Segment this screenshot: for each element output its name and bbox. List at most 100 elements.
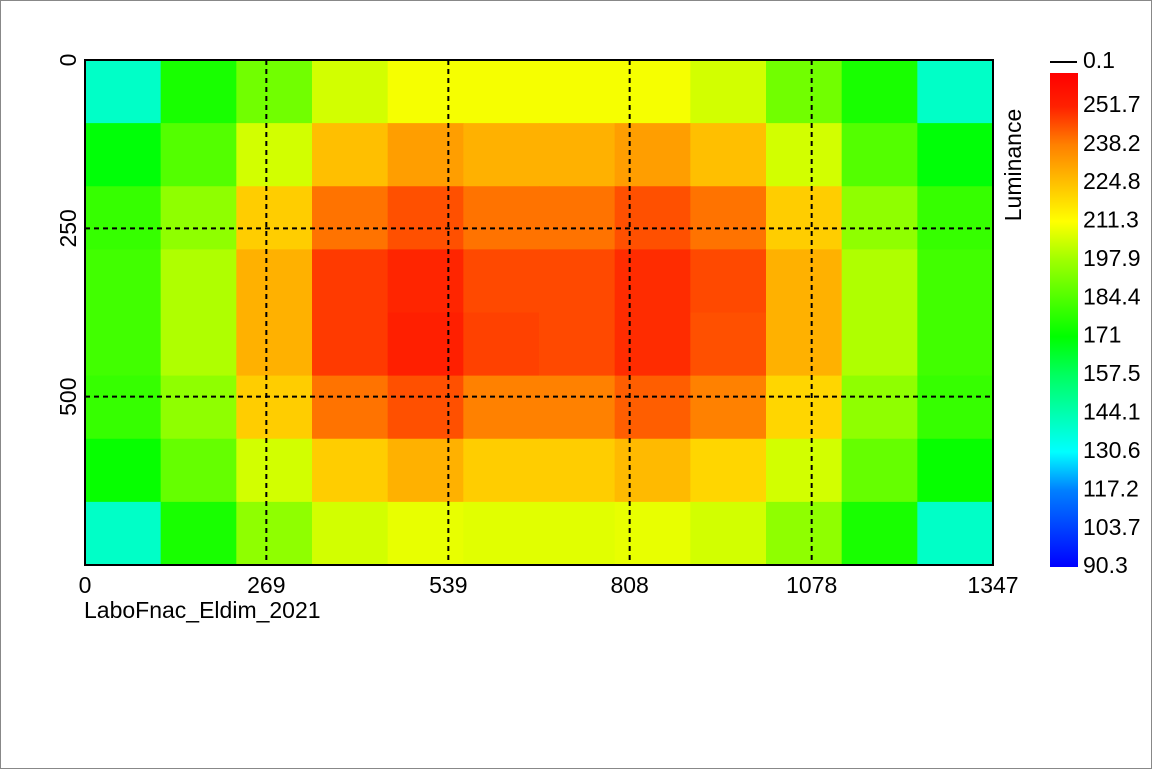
colorbar-tick-label: 211.3 [1083, 207, 1139, 233]
heatmap-cell [917, 123, 994, 187]
heatmap-cell [539, 249, 616, 313]
colorbar-tick-label: 157.5 [1083, 360, 1141, 386]
heatmap-cell [463, 249, 540, 313]
heatmap-cell [614, 438, 691, 503]
heatmap-cell [387, 375, 464, 440]
colorbar [1050, 73, 1078, 567]
heatmap-cell [160, 501, 237, 566]
heatmap-cell [690, 438, 767, 503]
colorbar-tick-label: 184.4 [1083, 283, 1141, 309]
colorbar-tick-label: 197.9 [1083, 245, 1141, 271]
heatmap-cell [463, 375, 540, 440]
x-tick-label: 0 [79, 572, 92, 598]
heatmap-cell [841, 375, 918, 440]
heatmap-cell [85, 186, 162, 250]
heatmap-cell [160, 249, 237, 313]
heatmap-cell [387, 186, 464, 250]
heatmap-cell [690, 123, 767, 187]
heatmap-cell [917, 249, 994, 313]
heatmap-cell [539, 375, 616, 440]
colorbar-tick-label: 130.6 [1083, 437, 1141, 463]
heatmap-cell [85, 60, 162, 124]
heatmap-cell [841, 60, 918, 124]
heatmap-cell [160, 312, 237, 377]
heatmap-cell [539, 438, 616, 503]
heatmap-cell [85, 312, 162, 377]
heatmap-cell [85, 375, 162, 440]
y-tick-label: 500 [55, 377, 81, 415]
heatmap-cell [160, 438, 237, 503]
heatmap-cell [387, 438, 464, 503]
heatmap-cell [236, 438, 313, 503]
heatmap-cell [160, 60, 237, 124]
heatmap-cell [463, 60, 540, 124]
heatmap-cell [236, 123, 313, 187]
heatmap-cell [85, 438, 162, 503]
colorbar-label: Luminance [1000, 109, 1026, 222]
heatmap-cell [160, 123, 237, 187]
heatmap-cell [766, 438, 843, 503]
heatmap-cell [387, 123, 464, 187]
heatmap-cell [917, 312, 994, 377]
heatmap-cell [614, 501, 691, 566]
colorbar-tick-label: 251.7 [1083, 91, 1141, 117]
heatmap-cell [614, 312, 691, 377]
x-tick-label: 1078 [786, 572, 837, 598]
heatmap-cell [160, 375, 237, 440]
y-tick-label: 250 [55, 209, 81, 247]
colorbar-tick-label: 90.3 [1083, 552, 1128, 578]
heatmap-cell [690, 249, 767, 313]
heatmap-cell [387, 501, 464, 566]
heatmap-cell [841, 501, 918, 566]
heatmap-cell [463, 501, 540, 566]
heatmap-cell [917, 438, 994, 503]
heatmap-cell [312, 60, 389, 124]
colorbar-tick-label: 103.7 [1083, 514, 1141, 540]
heatmap-cell [387, 249, 464, 313]
heatmap-cell [539, 123, 616, 187]
heatmap-cell [312, 438, 389, 503]
heatmap-cell [614, 249, 691, 313]
heatmap-cell [236, 375, 313, 440]
heatmap-cell [387, 60, 464, 124]
heatmap-cell [766, 375, 843, 440]
colorbar-tick-label: 117.2 [1083, 475, 1139, 501]
heatmap-cell [312, 312, 389, 377]
heatmap-cell [312, 375, 389, 440]
caption: LaboFnac_Eldim_2021 [84, 597, 321, 623]
heatmap-cell [236, 249, 313, 313]
heatmap-cell [614, 375, 691, 440]
heatmap-cell [539, 312, 616, 377]
heatmap-cell [841, 186, 918, 250]
heatmap-cell [312, 249, 389, 313]
colorbar-top-label: 0.1 [1083, 47, 1115, 73]
heatmap-cell [766, 186, 843, 250]
heatmap-cell [312, 186, 389, 250]
heatmap-cell [690, 186, 767, 250]
heatmap-cell [917, 186, 994, 250]
heatmap-cell [539, 60, 616, 124]
y-tick-label: 0 [55, 54, 81, 67]
heatmap-cell [539, 186, 616, 250]
heatmap-cell [690, 501, 767, 566]
heatmap-cell [614, 186, 691, 250]
heatmap-cell [236, 501, 313, 566]
heatmap-cell [917, 375, 994, 440]
x-tick-label: 269 [247, 572, 285, 598]
heatmap-cell [766, 60, 843, 124]
heatmap-cell [841, 312, 918, 377]
heatmap-cell [160, 186, 237, 250]
heatmap [85, 60, 994, 566]
heatmap-cell [236, 186, 313, 250]
colorbar-tick-label: 171 [1083, 322, 1121, 348]
heatmap-cell [690, 60, 767, 124]
heatmap-cell [463, 312, 540, 377]
heatmap-cell [236, 60, 313, 124]
heatmap-cell [766, 123, 843, 187]
heatmap-cell [841, 249, 918, 313]
colorbar-tick-label: 144.1 [1083, 398, 1141, 424]
heatmap-cell [841, 123, 918, 187]
heatmap-cell [690, 375, 767, 440]
x-tick-label: 1347 [967, 572, 1018, 598]
heatmap-cell [917, 60, 994, 124]
